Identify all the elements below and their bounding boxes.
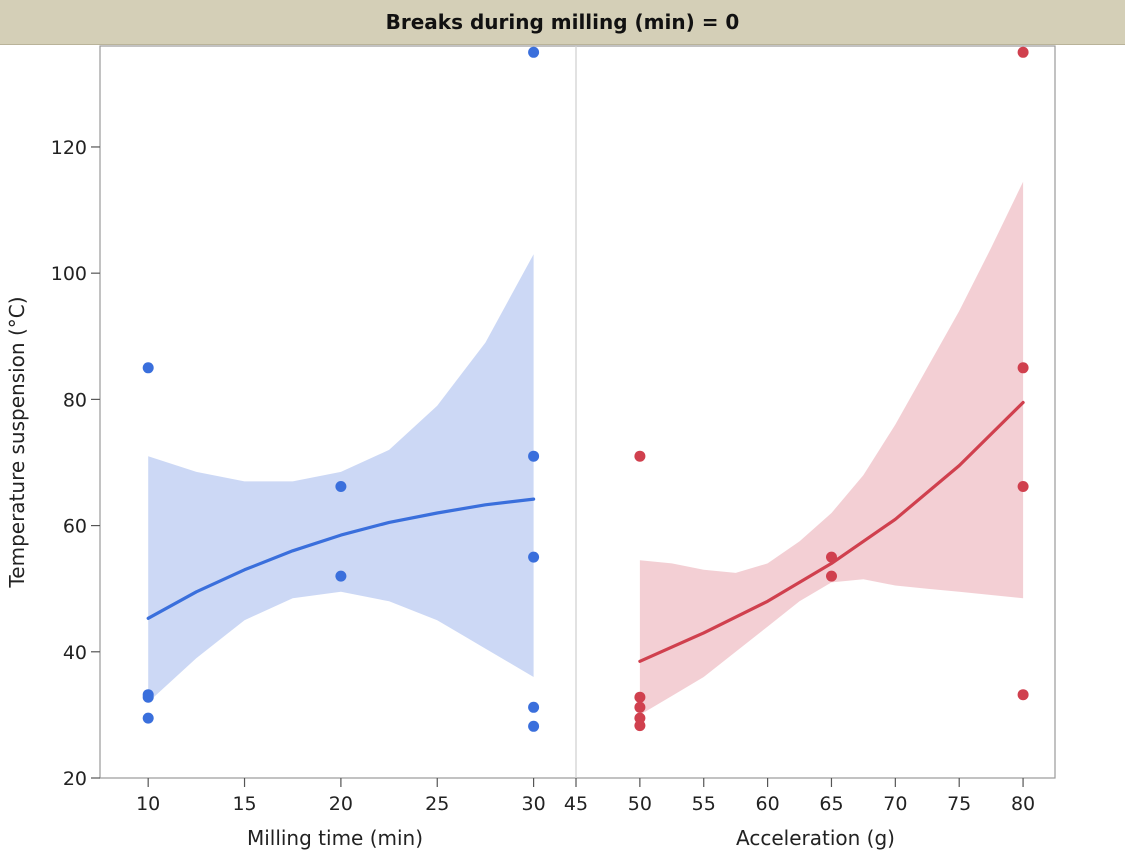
x-axis-title-panel-1: Milling time (min) xyxy=(247,826,423,850)
y-axis-title: Temperature suspension (°C) xyxy=(5,296,29,588)
data-point xyxy=(142,362,154,374)
fit-line-panel-2 xyxy=(638,400,1025,663)
x-tick-label: 75 xyxy=(947,793,971,815)
confidence-bands xyxy=(148,181,1024,715)
data-points xyxy=(142,46,1029,732)
data-point xyxy=(528,551,540,563)
x-tick-label: 50 xyxy=(628,793,652,815)
x-tick-label: 45 xyxy=(564,793,588,815)
data-point xyxy=(1017,46,1029,58)
y-tick-label: 100 xyxy=(51,263,87,285)
data-point xyxy=(142,691,154,703)
fit-line-panel-1 xyxy=(146,497,536,620)
data-point xyxy=(826,551,837,563)
x-tick-label: 20 xyxy=(329,793,353,815)
y-tick-label: 20 xyxy=(63,768,87,790)
confidence-band-panel-2 xyxy=(639,181,1024,715)
y-tick-label: 120 xyxy=(51,137,87,159)
x-tick-label: 10 xyxy=(136,793,160,815)
data-point xyxy=(634,720,646,732)
data-point xyxy=(528,720,540,732)
data-point xyxy=(528,701,540,713)
chart-title: Breaks during milling (min) = 0 xyxy=(385,10,740,34)
x-tick-label: 60 xyxy=(756,793,780,815)
chart-title-bar: Breaks during milling (min) = 0 xyxy=(0,0,1125,45)
y-tick-label: 40 xyxy=(63,642,87,664)
plot-frame xyxy=(99,45,1056,779)
data-point xyxy=(335,481,347,492)
data-point xyxy=(1017,481,1029,492)
x-tick-label: 80 xyxy=(1011,793,1035,815)
x-tick-label: 55 xyxy=(692,793,716,815)
data-point xyxy=(634,701,646,713)
axis-labels: 20 40 60 80 100 120 Temperature suspension (°C… xyxy=(5,137,1035,850)
x-axis-title-panel-2: Acceleration (g) xyxy=(736,826,895,850)
x-tick-label: 70 xyxy=(883,793,907,815)
data-point xyxy=(1017,362,1029,374)
y-tick-label: 80 xyxy=(63,389,87,411)
data-point xyxy=(1017,689,1029,701)
y-tick-label: 60 xyxy=(63,516,87,538)
axes xyxy=(91,45,1056,787)
fit-lines xyxy=(146,400,1025,663)
data-point xyxy=(142,712,154,724)
data-point xyxy=(528,450,540,462)
data-point xyxy=(634,691,646,703)
data-point xyxy=(335,570,347,582)
x-tick-label: 25 xyxy=(425,793,449,815)
data-point xyxy=(528,46,540,58)
x-tick-label: 65 xyxy=(819,793,843,815)
data-point xyxy=(634,450,646,462)
confidence-band-panel-1 xyxy=(148,254,534,703)
x-tick-label: 30 xyxy=(522,793,546,815)
x-tick-label: 15 xyxy=(232,793,256,815)
data-point xyxy=(826,570,837,582)
